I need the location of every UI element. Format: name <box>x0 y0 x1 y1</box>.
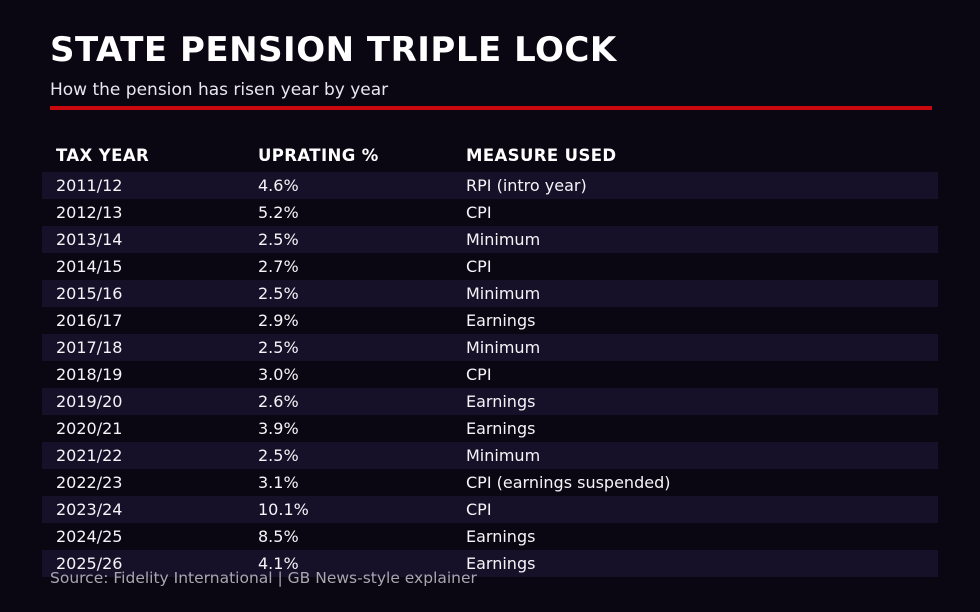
table-cell-measure: Earnings <box>466 392 536 411</box>
table-cell-measure: Earnings <box>466 419 536 438</box>
table-row: 2021/22 2.5% Minimum <box>42 442 938 469</box>
table-cell-measure: Earnings <box>466 527 536 546</box>
table-cell-uprating: 3.0% <box>258 365 299 384</box>
table-cell-measure: CPI <box>466 365 492 384</box>
table-row: 2020/21 3.9% Earnings <box>42 415 938 442</box>
table-cell-uprating: 2.5% <box>258 446 299 465</box>
table-cell-uprating: 2.5% <box>258 230 299 249</box>
table-cell-measure: Earnings <box>466 311 536 330</box>
table-row: 2018/19 3.0% CPI <box>42 361 938 388</box>
table-row: 2024/25 8.5% Earnings <box>42 523 938 550</box>
table-cell-measure: CPI <box>466 257 492 276</box>
table-cell-uprating: 2.9% <box>258 311 299 330</box>
table-header-row: TAX YEAR UPRATING % MEASURE USED <box>42 138 938 172</box>
column-header-uprating: UPRATING % <box>258 145 379 165</box>
table-cell-tax-year: 2024/25 <box>56 527 123 546</box>
table-cell-measure: CPI <box>466 203 492 222</box>
table-cell-tax-year: 2011/12 <box>56 176 123 195</box>
table-cell-measure: CPI (earnings suspended) <box>466 473 671 492</box>
table-row: 2011/12 4.6% RPI (intro year) <box>42 172 938 199</box>
table-cell-uprating: 3.9% <box>258 419 299 438</box>
table-cell-tax-year: 2023/24 <box>56 500 123 519</box>
table-cell-measure: Earnings <box>466 554 536 573</box>
source-caption: Source: Fidelity International | GB News… <box>50 569 477 587</box>
table-cell-tax-year: 2025/26 <box>56 554 123 573</box>
table-cell-tax-year: 2015/16 <box>56 284 123 303</box>
table-cell-uprating: 2.5% <box>258 284 299 303</box>
table-cell-measure: Minimum <box>466 284 541 303</box>
table-cell-measure: Minimum <box>466 230 541 249</box>
table-row: 2017/18 2.5% Minimum <box>42 334 938 361</box>
table-row: 2015/16 2.5% Minimum <box>42 280 938 307</box>
table-cell-tax-year: 2022/23 <box>56 473 123 492</box>
table-cell-uprating: 5.2% <box>258 203 299 222</box>
column-header-measure-used: MEASURE USED <box>466 145 617 165</box>
table-cell-uprating: 10.1% <box>258 500 309 519</box>
table-cell-tax-year: 2019/20 <box>56 392 123 411</box>
table-body: 2011/12 4.6% RPI (intro year) 2012/13 5.2% CP… <box>42 172 938 577</box>
table-row: 2019/20 2.6% Earnings <box>42 388 938 415</box>
table-cell-uprating: 4.1% <box>258 554 299 573</box>
table-cell-measure: Minimum <box>466 446 541 465</box>
table-row: 2014/15 2.7% CPI <box>42 253 938 280</box>
table-cell-uprating: 2.5% <box>258 338 299 357</box>
table-cell-tax-year: 2021/22 <box>56 446 123 465</box>
table-cell-measure: CPI <box>466 500 492 519</box>
table-cell-tax-year: 2017/18 <box>56 338 123 357</box>
column-header-tax-year: TAX YEAR <box>56 145 150 165</box>
table-row: 2022/23 3.1% CPI (earnings suspended) <box>42 469 938 496</box>
table-cell-uprating: 4.6% <box>258 176 299 195</box>
table-cell-tax-year: 2014/15 <box>56 257 123 276</box>
table-row: 2013/14 2.5% Minimum <box>42 226 938 253</box>
table-cell-tax-year: 2013/14 <box>56 230 123 249</box>
table-cell-uprating: 3.1% <box>258 473 299 492</box>
table-cell-measure: RPI (intro year) <box>466 176 587 195</box>
table-cell-uprating: 2.6% <box>258 392 299 411</box>
red-divider-rule <box>50 106 932 110</box>
page-title: STATE PENSION TRIPLE LOCK <box>50 30 617 70</box>
page-subtitle: How the pension has risen year by year <box>50 80 389 100</box>
table-cell-tax-year: 2020/21 <box>56 419 123 438</box>
table-cell-tax-year: 2012/13 <box>56 203 123 222</box>
table-row: 2025/26 4.1% Earnings <box>42 550 938 577</box>
table-cell-uprating: 8.5% <box>258 527 299 546</box>
table-cell-tax-year: 2016/17 <box>56 311 123 330</box>
table-row: 2023/24 10.1% CPI <box>42 496 938 523</box>
table-row: 2016/17 2.9% Earnings <box>42 307 938 334</box>
table-row: 2012/13 5.2% CPI <box>42 199 938 226</box>
pension-table: TAX YEAR UPRATING % MEASURE USED 2011/12… <box>42 138 938 577</box>
table-cell-tax-year: 2018/19 <box>56 365 123 384</box>
table-cell-measure: Minimum <box>466 338 541 357</box>
table-cell-uprating: 2.7% <box>258 257 299 276</box>
